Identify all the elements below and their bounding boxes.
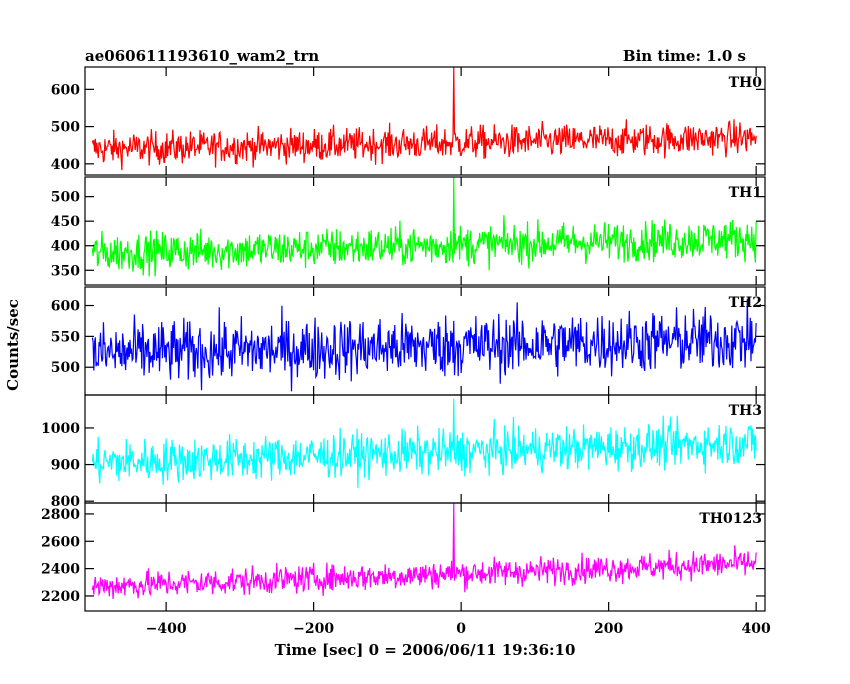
y-tick-label: 800 [51, 494, 80, 510]
y-tick-label: 600 [51, 82, 80, 98]
channel-label: TH2 [729, 295, 762, 311]
channel-label: TH1 [729, 185, 762, 201]
series-line-th0123 [91, 503, 757, 600]
series-line-th1 [91, 177, 757, 277]
panel-th0123: 2200 2400 2600 2800 TH0123 [41, 502, 766, 612]
panel-th2: 500 550 600 TH2 [51, 286, 766, 396]
y-tick-label: 600 [51, 299, 80, 315]
y-tick-label: 500 [51, 190, 80, 206]
y-tick-label: 500 [51, 360, 80, 376]
y-tick-label: 400 [51, 157, 80, 173]
y-tick-label: 350 [51, 263, 80, 279]
y-tick-label: 2800 [41, 507, 80, 523]
y-tick-label: 2200 [41, 589, 80, 605]
panel-frame [84, 66, 766, 176]
series-line-th2 [91, 298, 757, 392]
panel-th0: 400 500 600 TH0 [51, 66, 766, 176]
bin-time-label: Bin time: 1.0 s [623, 47, 746, 65]
channel-label: TH3 [729, 403, 762, 419]
chart-title: ae060611193610_wam2_trn [85, 47, 319, 65]
x-tick-label: 400 [742, 621, 771, 637]
panel-th3: 800 900 1000 TH3 [41, 394, 766, 510]
x-tick-label: −400 [146, 621, 187, 637]
y-tick-label: 2600 [41, 534, 80, 550]
y-tick-label: 400 [51, 239, 80, 255]
x-axis-label: Time [sec] 0 = 2006/06/11 19:36:10 [275, 641, 576, 659]
y-tick-label: 2400 [41, 562, 80, 578]
series-line-th0 [91, 67, 757, 171]
panel-frame [84, 176, 766, 286]
panel-th1: 350 400 450 500 TH1 [51, 176, 766, 286]
y-axis-label: Counts/sec [4, 299, 22, 391]
panel-frame [84, 502, 766, 612]
channel-label: TH0123 [699, 511, 762, 527]
y-tick-label: 450 [51, 214, 80, 230]
y-tick-label: 900 [51, 458, 80, 474]
series-line-th3 [91, 398, 757, 488]
channel-label: TH0 [729, 75, 763, 91]
x-tick-label: −200 [293, 621, 334, 637]
x-tick-label: 200 [594, 621, 623, 637]
y-tick-label: 500 [51, 120, 80, 136]
panels-group: 400 500 600 TH0 350 400 450 500 TH1 500 550 600 TH2 8… [41, 66, 771, 637]
y-tick-label: 550 [51, 329, 80, 345]
x-tick-label: 0 [456, 621, 466, 637]
y-tick-label: 1000 [41, 421, 80, 437]
